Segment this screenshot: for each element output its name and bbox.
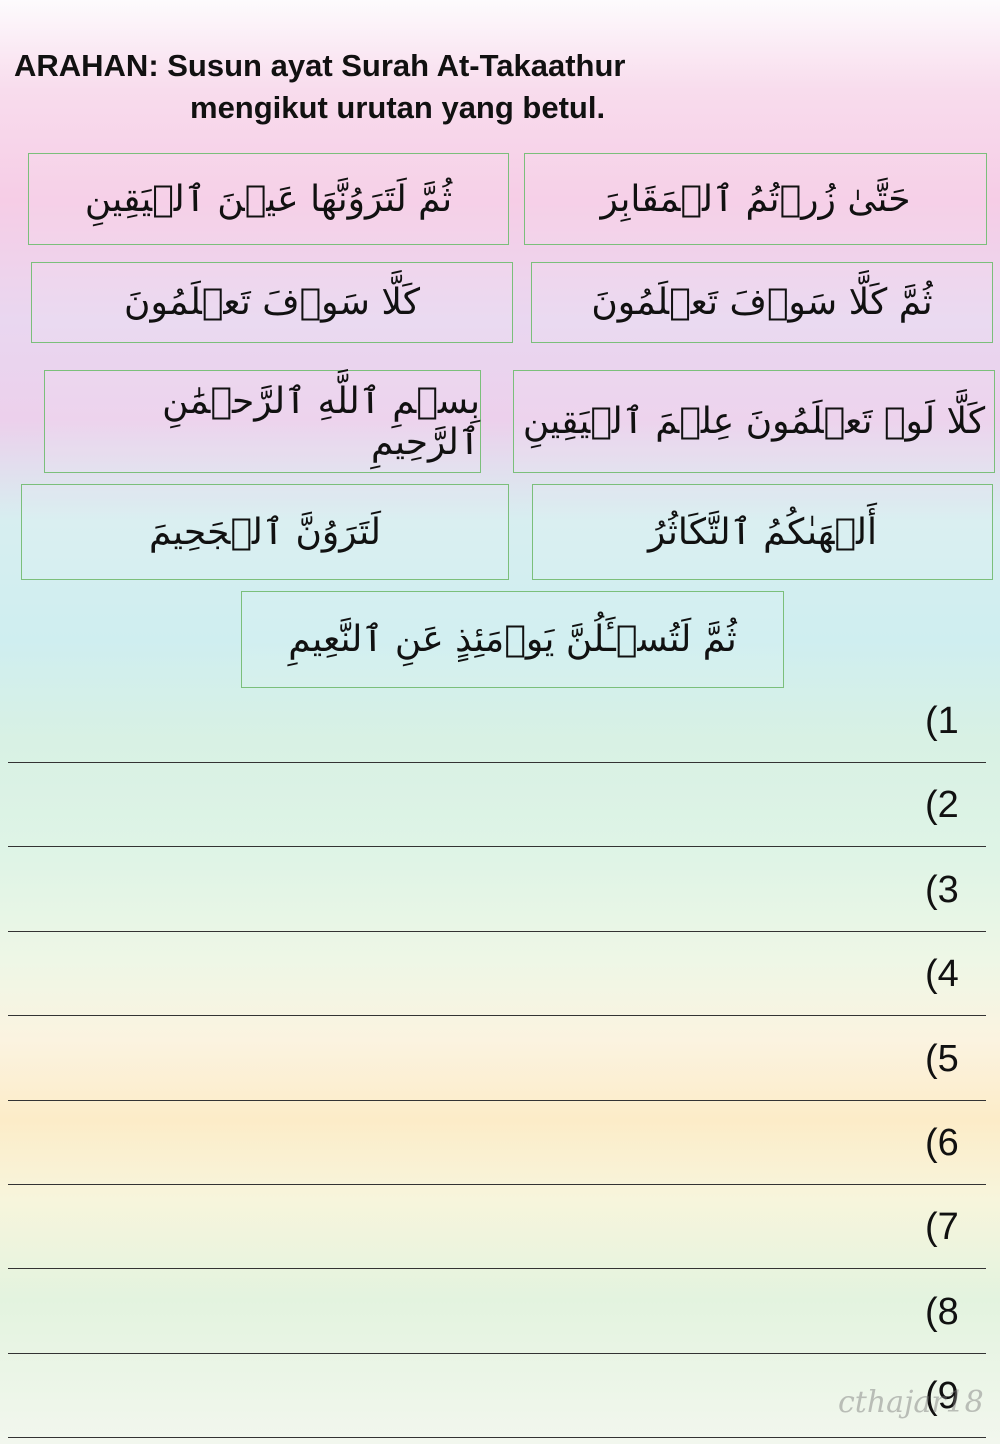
verse-card: ثُمَّ لَتُسۡـَٔلُنَّ يَوۡمَئِذٍ عَنِ ٱلن…	[241, 591, 784, 688]
verse-card: كَلَّا لَوۡ تَعۡلَمُونَ عِلۡمَ ٱلۡيَقِين…	[513, 370, 995, 473]
answer-line	[8, 1099, 986, 1101]
answer-line	[8, 1015, 986, 1017]
verse-card: ثُمَّ لَتَرَوُنَّهَا عَيۡنَ ٱلۡيَقِينِ	[28, 153, 509, 245]
answer-number: (5	[925, 1037, 959, 1080]
answer-line	[8, 762, 986, 763]
answer-line	[8, 1268, 986, 1270]
answer-number: (3	[925, 868, 959, 911]
answer-line	[8, 1437, 986, 1439]
answer-number: (7	[925, 1206, 959, 1249]
answer-number: (4	[925, 953, 959, 996]
answer-line	[8, 846, 986, 848]
watermark: cthajar18	[838, 1385, 984, 1420]
verse-card: كَلَّا سَوۡفَ تَعۡلَمُونَ	[31, 262, 513, 343]
answer-number: (9	[925, 1375, 959, 1418]
verse-card: حَتَّىٰ زُرۡتُمُ ٱلۡمَقَابِرَ	[524, 153, 987, 245]
verse-card: بِسۡمِ ٱللَّهِ ٱلرَّحۡمَٰنِ ٱلرَّحِيمِ	[44, 370, 481, 473]
verse-card: لَتَرَوُنَّ ٱلۡجَحِيمَ	[21, 484, 509, 580]
answer-number: (6	[925, 1122, 959, 1164]
title-line: mengikut urutan yang betul.	[190, 90, 606, 125]
answer-line	[8, 1184, 986, 1185]
title-line: ARAHAN: Susun ayat Surah At-Takaathur	[14, 48, 626, 83]
answer-number: (2	[925, 784, 959, 827]
verse-card: ثُمَّ كَلَّا سَوۡفَ تَعۡلَمُونَ	[531, 262, 993, 343]
answer-number: (1	[925, 700, 959, 742]
answer-line	[8, 930, 986, 932]
answer-line	[8, 1352, 986, 1354]
answer-number: (8	[925, 1290, 959, 1333]
verse-card: أَلۡهَىٰكُمُ ٱلتَّكَاثُرُ	[532, 484, 993, 580]
